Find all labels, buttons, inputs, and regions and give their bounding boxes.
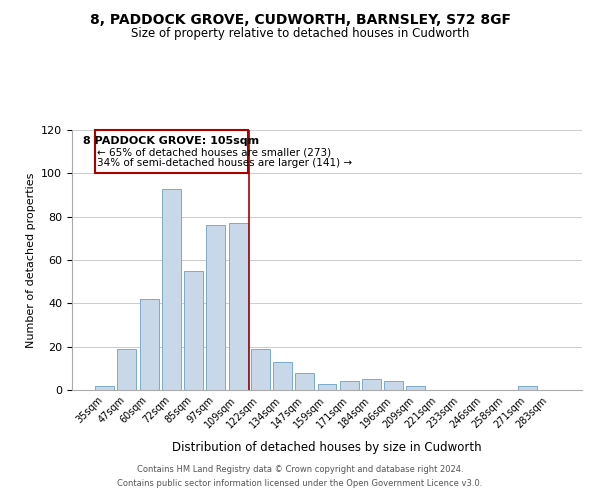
Text: Size of property relative to detached houses in Cudworth: Size of property relative to detached ho… [131, 28, 469, 40]
Bar [362, 379, 381, 390]
Bar [295, 372, 314, 390]
Bar [162, 188, 181, 390]
Bar [384, 382, 403, 390]
Text: Contains HM Land Registry data © Crown copyright and database right 2024.
Contai: Contains HM Land Registry data © Crown c… [118, 466, 482, 487]
FancyBboxPatch shape [95, 130, 248, 174]
Bar [229, 223, 248, 390]
Text: 8, PADDOCK GROVE, CUDWORTH, BARNSLEY, S72 8GF: 8, PADDOCK GROVE, CUDWORTH, BARNSLEY, S7… [89, 12, 511, 26]
Bar [406, 386, 425, 390]
Bar [340, 382, 359, 390]
Bar [273, 362, 292, 390]
Bar [317, 384, 337, 390]
Bar [95, 386, 114, 390]
Bar [184, 271, 203, 390]
Bar [251, 349, 270, 390]
Bar [140, 299, 158, 390]
Text: ← 65% of detached houses are smaller (273): ← 65% of detached houses are smaller (27… [97, 148, 331, 158]
Bar [518, 386, 536, 390]
Text: 34% of semi-detached houses are larger (141) →: 34% of semi-detached houses are larger (… [97, 158, 352, 168]
Y-axis label: Number of detached properties: Number of detached properties [26, 172, 35, 348]
X-axis label: Distribution of detached houses by size in Cudworth: Distribution of detached houses by size … [172, 441, 482, 454]
Bar [118, 349, 136, 390]
Bar [206, 226, 225, 390]
Text: 8 PADDOCK GROVE: 105sqm: 8 PADDOCK GROVE: 105sqm [83, 136, 259, 146]
